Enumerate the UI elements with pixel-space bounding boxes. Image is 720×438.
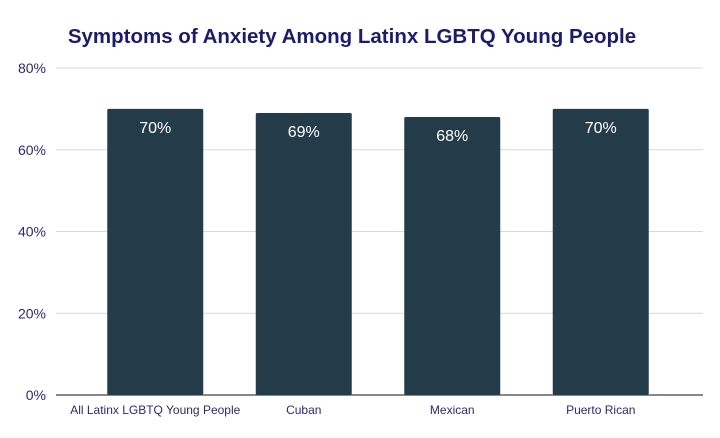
y-tick-label: 60%	[18, 142, 46, 158]
bar	[107, 108, 204, 395]
y-tick-label: 20%	[18, 305, 46, 321]
data-label: 70%	[585, 120, 617, 137]
bars	[107, 108, 649, 396]
x-tick-label: Mexican	[430, 403, 475, 417]
data-labels: 70% 69% 68% 70%	[139, 120, 617, 145]
x-axis-ticks: All Latinx LGBTQ Young People Cuban Mexica…	[70, 403, 635, 417]
chart-title: Symptoms of Anxiety Among Latinx LGBTQ Y…	[68, 25, 636, 48]
bar	[552, 108, 649, 395]
x-tick-label: Puerto Rican	[566, 403, 635, 417]
data-label: 70%	[139, 120, 171, 137]
y-tick-label: 0%	[26, 387, 46, 403]
data-label: 68%	[436, 128, 468, 145]
y-tick-label: 80%	[18, 60, 46, 76]
data-label: 69%	[288, 124, 320, 141]
x-tick-label: All Latinx LGBTQ Young People	[70, 403, 240, 417]
bar	[404, 117, 501, 396]
bar	[255, 112, 352, 396]
y-tick-label: 40%	[18, 224, 46, 240]
y-axis-ticks: 0% 20% 40% 60% 80%	[18, 60, 46, 403]
x-tick-label: Cuban	[286, 403, 321, 417]
